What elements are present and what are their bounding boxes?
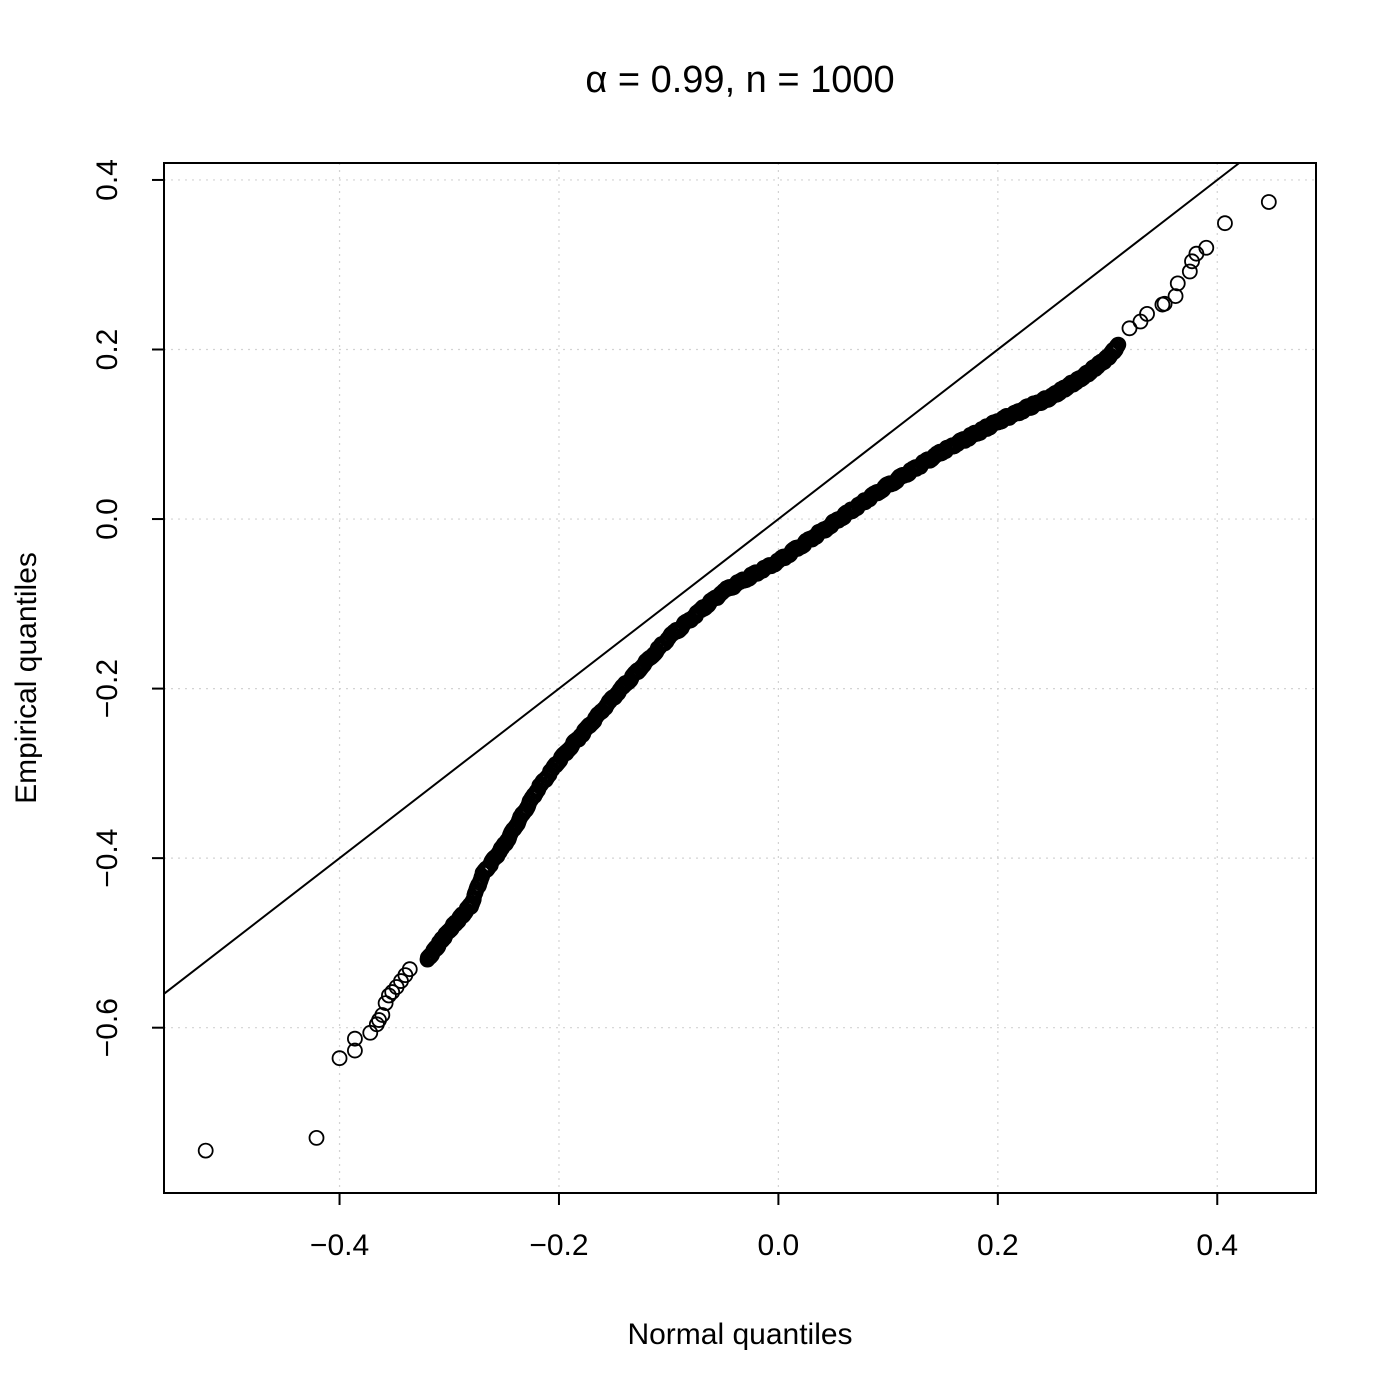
- y-tick-label: 0.4: [91, 159, 124, 201]
- reference-line: [163, 162, 1240, 995]
- data-point: [401, 961, 418, 978]
- data-point: [384, 984, 401, 1000]
- axes: −0.4 −0.2 0.0 0.2 0.4 −0.6 −0.4 −0.2 0.0 0.2 0.4: [91, 159, 1238, 1262]
- grid: [164, 163, 1316, 1193]
- y-axis-label: Empirical quantiles: [10, 552, 43, 804]
- data-point: [197, 1142, 214, 1159]
- data-point: [347, 1030, 363, 1047]
- plot-frame: [163, 162, 1317, 1194]
- data-point: [347, 1042, 363, 1059]
- data-point: [1139, 305, 1155, 322]
- data-point: [371, 1012, 387, 1028]
- y-tick-label: −0.6: [91, 998, 124, 1057]
- data-point: [308, 1129, 325, 1146]
- x-tick-label: 0.0: [758, 1229, 800, 1262]
- data-point: [1167, 288, 1184, 304]
- x-tick-label: −0.2: [529, 1229, 588, 1262]
- data-point: [1110, 336, 1127, 353]
- y-tick-label: 0.0: [91, 498, 124, 540]
- data-point: [1156, 295, 1173, 312]
- x-tick-label: −0.4: [310, 1229, 369, 1262]
- data-point: [1169, 275, 1186, 292]
- data-point: [1181, 263, 1198, 280]
- y-tick-label: −0.4: [91, 829, 124, 888]
- data-point: [331, 1050, 348, 1067]
- data-point: [374, 1007, 391, 1023]
- data-point: [1260, 194, 1277, 210]
- y-tick-label: 0.2: [91, 329, 124, 371]
- chart-title: α = 0.99, n = 1000: [585, 59, 894, 101]
- x-axis-label: Normal quantiles: [627, 1318, 852, 1351]
- data-point: [1217, 215, 1233, 232]
- data-point: [1198, 239, 1215, 256]
- y-tick-label: −0.2: [91, 659, 124, 718]
- x-tick-label: 0.4: [1196, 1229, 1238, 1262]
- x-tick-label: 0.2: [977, 1229, 1019, 1262]
- data-point: [1184, 253, 1200, 270]
- data-points: [197, 194, 1277, 1159]
